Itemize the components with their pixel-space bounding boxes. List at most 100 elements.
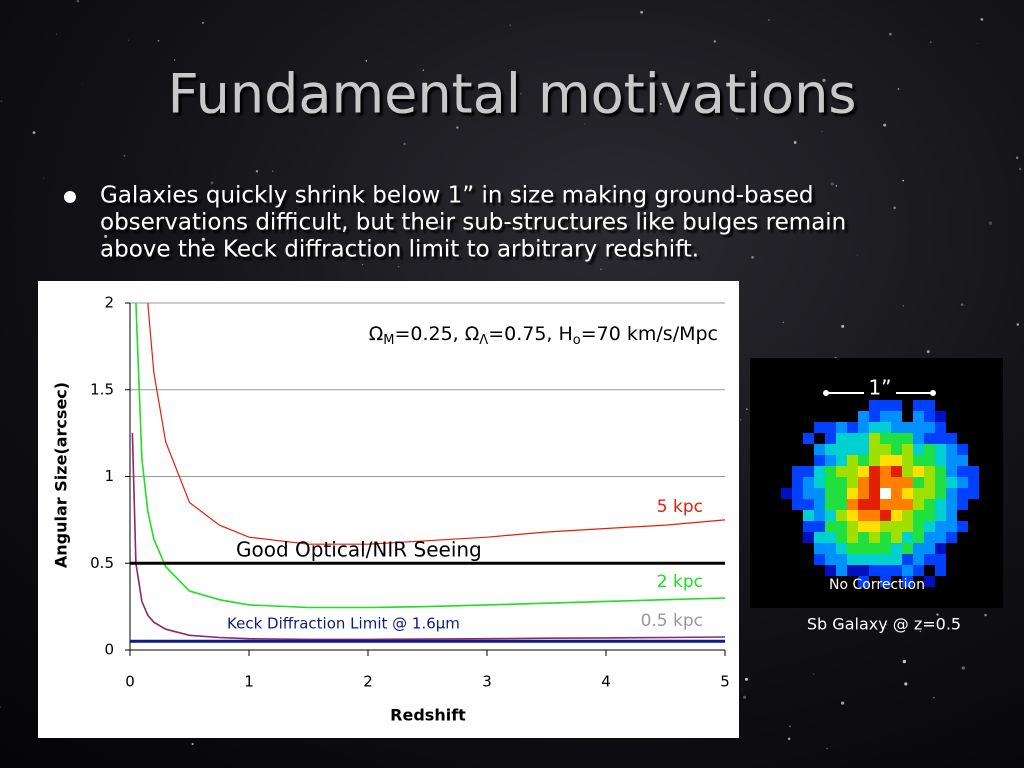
galaxy-pixel bbox=[847, 433, 858, 444]
galaxy-pixel bbox=[891, 488, 902, 499]
galaxy-pixel bbox=[968, 488, 979, 499]
galaxy-pixel bbox=[924, 433, 935, 444]
galaxy-pixel bbox=[891, 433, 902, 444]
galaxy-pixel bbox=[935, 532, 946, 543]
galaxy-pixel bbox=[814, 543, 825, 554]
galaxy-pixel bbox=[935, 510, 946, 521]
star bbox=[944, 619, 946, 621]
star bbox=[741, 689, 742, 691]
galaxy-pixel bbox=[924, 554, 935, 565]
scale-end bbox=[930, 390, 936, 396]
galaxy-pixel bbox=[924, 488, 935, 499]
star bbox=[835, 185, 838, 187]
galaxy-pixel bbox=[946, 510, 957, 521]
galaxy-pixel bbox=[913, 488, 924, 499]
galaxy-pixel bbox=[869, 521, 880, 532]
galaxy-pixel bbox=[891, 444, 902, 455]
x-tick-label: 1 bbox=[244, 673, 254, 691]
galaxy-pixel bbox=[869, 499, 880, 510]
star bbox=[81, 82, 83, 84]
galaxy-pixel bbox=[858, 510, 869, 521]
galaxy-pixel bbox=[825, 433, 836, 444]
galaxy-pixel bbox=[858, 433, 869, 444]
y-tick-label: 0.5 bbox=[90, 554, 114, 572]
y-tick-label: 2 bbox=[104, 294, 114, 312]
annotation: ΩM=0.25, ΩΛ=0.75, Ho=70 km/s/Mpc bbox=[369, 323, 718, 348]
series-line bbox=[135, 303, 725, 609]
galaxy-pixel bbox=[946, 433, 957, 444]
galaxy-pixel bbox=[924, 411, 935, 422]
galaxy-pixel bbox=[792, 477, 803, 488]
galaxy-pixel bbox=[858, 565, 869, 576]
galaxy-pixel bbox=[825, 455, 836, 466]
galaxy-pixel bbox=[814, 521, 825, 532]
galaxy-pixel bbox=[847, 510, 858, 521]
x-tick-label: 2 bbox=[363, 673, 373, 691]
star bbox=[902, 179, 905, 182]
galaxy-pixel bbox=[836, 521, 847, 532]
star bbox=[746, 408, 748, 410]
galaxy-pixel bbox=[847, 466, 858, 477]
galaxy-pixel bbox=[902, 455, 913, 466]
galaxy-pixel bbox=[935, 543, 946, 554]
star bbox=[0, 706, 1, 708]
galaxy-pixel bbox=[946, 466, 957, 477]
galaxy-pixel bbox=[858, 532, 869, 543]
star bbox=[919, 630, 922, 633]
x-tick-label: 0 bbox=[125, 673, 135, 691]
galaxy-pixel bbox=[880, 521, 891, 532]
galaxy-pixel bbox=[891, 521, 902, 532]
star bbox=[744, 677, 748, 681]
galaxy-pixel bbox=[869, 543, 880, 554]
galaxy-pixel bbox=[869, 488, 880, 499]
galaxy-pixel bbox=[880, 510, 891, 521]
galaxy-pixel bbox=[814, 488, 825, 499]
galaxy-pixel bbox=[825, 488, 836, 499]
galaxy-pixel bbox=[836, 532, 847, 543]
galaxy-pixel bbox=[847, 532, 858, 543]
galaxy-pixel bbox=[825, 466, 836, 477]
galaxy-pixel bbox=[880, 477, 891, 488]
star bbox=[1015, 156, 1019, 160]
galaxy-pixel bbox=[891, 400, 902, 411]
galaxy-pixel bbox=[792, 499, 803, 510]
star bbox=[1016, 323, 1020, 326]
galaxy-pixel bbox=[792, 488, 803, 499]
star bbox=[43, 177, 45, 179]
annotation-part: Ω bbox=[369, 323, 384, 345]
galaxy-pixel bbox=[902, 499, 913, 510]
star bbox=[751, 255, 754, 259]
galaxy-pixel bbox=[825, 543, 836, 554]
galaxy-pixel bbox=[858, 411, 869, 422]
galaxy-pixel bbox=[836, 565, 847, 576]
annotation-part: M bbox=[383, 333, 394, 348]
star bbox=[888, 32, 892, 36]
y-tick-label: 0 bbox=[104, 641, 114, 659]
galaxy-pixel bbox=[825, 510, 836, 521]
galaxy-pixel bbox=[957, 444, 968, 455]
star bbox=[191, 742, 194, 746]
galaxy-pixel bbox=[902, 576, 913, 587]
star bbox=[520, 93, 522, 95]
annotation-part: =0.25, bbox=[394, 323, 464, 345]
star bbox=[904, 682, 908, 686]
galaxy-pixel bbox=[869, 444, 880, 455]
star bbox=[600, 268, 602, 271]
star bbox=[736, 118, 738, 120]
galaxy-pixel bbox=[902, 477, 913, 488]
galaxy-pixel bbox=[924, 477, 935, 488]
scale-label: 1” bbox=[868, 376, 891, 400]
galaxy-pixel bbox=[803, 510, 814, 521]
galaxy-pixel bbox=[858, 455, 869, 466]
plot-lines bbox=[130, 303, 725, 643]
star bbox=[897, 88, 900, 90]
galaxy-pixel bbox=[924, 521, 935, 532]
galaxy-pixel bbox=[924, 400, 935, 411]
galaxy-pixel bbox=[891, 455, 902, 466]
galaxy-pixel bbox=[803, 477, 814, 488]
star bbox=[779, 211, 780, 212]
star bbox=[961, 666, 965, 670]
galaxy-pixel bbox=[913, 543, 924, 554]
galaxy-pixel bbox=[891, 510, 902, 521]
star bbox=[422, 69, 425, 71]
